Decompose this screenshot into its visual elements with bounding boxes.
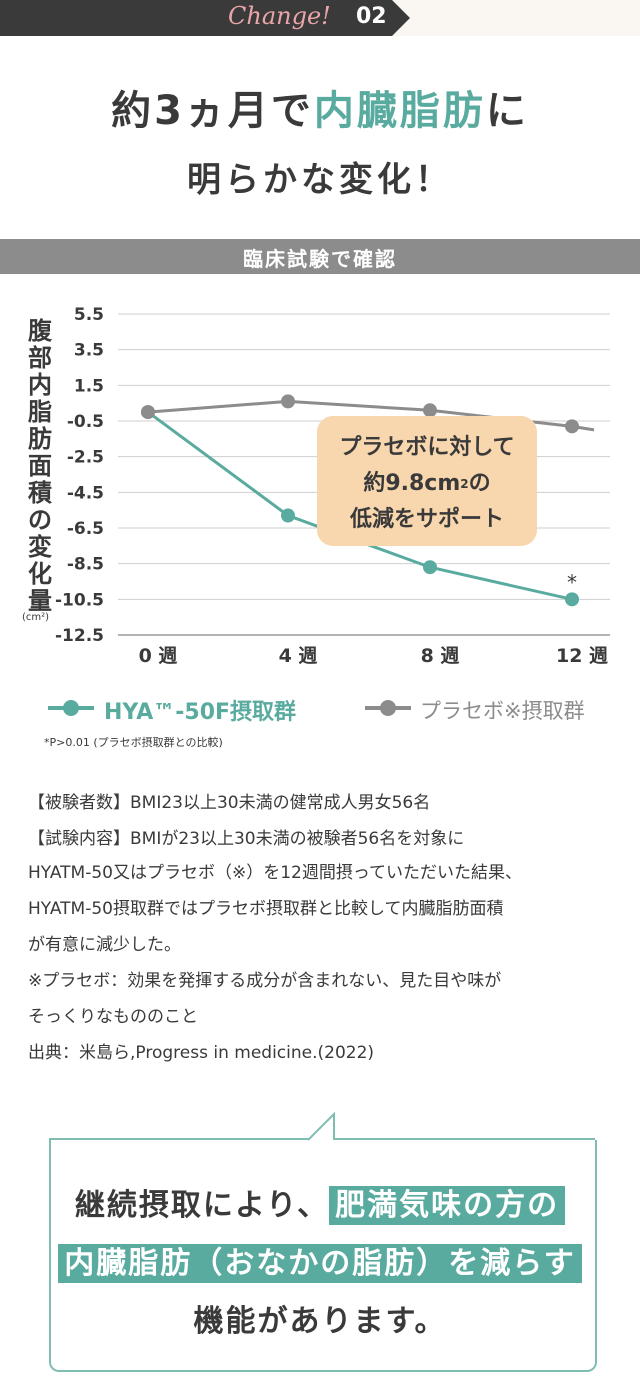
paragraph-line: ※プラセボ：効果を発揮する成分が含まれない、見た目や味が: [28, 971, 502, 991]
y-axis-label: 腹部内脂肪面積の変化量: [26, 318, 54, 615]
paragraph-line: HYATM-50又はプラセボ（※）を12週間摂っていただいた結果、: [28, 863, 523, 883]
x-tick-label: 0 週: [139, 645, 178, 667]
data-point-hya: [565, 592, 579, 607]
paragraph-line: HYATM-50摂取群ではプラセボ摂取群と比較して内臓脂肪面積: [28, 899, 504, 919]
callout-line3: 低減をサポート: [349, 507, 504, 532]
summary-highlight: 内臓脂肪（おなかの脂肪）を減らす: [58, 1244, 582, 1283]
y-axis-label-char: 量: [28, 587, 52, 615]
y-tick-label: -6.5: [67, 519, 104, 539]
paragraph-line: 出典：米島ら,Progress in medicine.(2022): [28, 1043, 375, 1063]
y-axis-label-char: の: [28, 506, 52, 534]
banner-number: 02: [356, 4, 387, 29]
summary-text: 継続摂取により、: [74, 1188, 330, 1223]
data-point-hya: [281, 508, 295, 523]
headline-highlight: 内臓脂肪: [313, 88, 486, 134]
y-tick-label: 1.5: [74, 376, 104, 396]
y-tick-label: -8.5: [67, 555, 104, 575]
paragraph-line: 【被験者数】BMI23以上30未満の健常成人男女56名: [28, 793, 431, 813]
data-point-placebo: [141, 405, 155, 420]
summary-box-top-right: [334, 1138, 595, 1140]
legend-placebo-label: プラセボ※摂取群: [420, 699, 585, 723]
x-tick-label: 8 週: [421, 645, 460, 667]
callout-box: [317, 416, 537, 546]
y-axis-label-char: 脂: [28, 398, 52, 426]
summary-line2: 内臓脂肪（おなかの脂肪）を減らす: [0, 1238, 640, 1283]
y-axis-label-char: 面: [28, 452, 52, 480]
summary-box: [49, 1140, 597, 1372]
paragraph-line: が有意に減少した。: [28, 935, 181, 955]
callout-value: 約9.8cm: [363, 471, 461, 496]
y-axis-unit: (cm²): [22, 612, 50, 623]
data-point-hya: [423, 560, 437, 575]
paragraph-line: 【試験内容】BMIが23以上30未満の被験者56名を対象に: [28, 829, 465, 849]
data-point-placebo: [565, 419, 579, 434]
significance-asterisk: *: [567, 570, 577, 594]
x-tick-label: 4 週: [279, 645, 318, 667]
y-tick-label: -2.5: [67, 448, 104, 468]
callout-superscript: 2: [460, 477, 469, 491]
callout-text: プラセボに対して 約9.8cm2の 低減をサポート: [317, 430, 537, 538]
x-tick-label: 12 週: [556, 645, 608, 667]
y-tick-label: -12.5: [55, 626, 104, 646]
headline-part: に: [485, 88, 529, 134]
callout-particle: の: [468, 471, 491, 496]
y-axis-label-char: 変: [28, 533, 52, 561]
paragraph-line: そっくりなもののこと: [28, 1007, 198, 1027]
y-tick-label: -10.5: [55, 590, 104, 610]
significance-note: *P>0.01 (プラセボ摂取群との比較): [44, 736, 223, 749]
data-point-placebo: [423, 403, 437, 418]
banner-change-label: Change!: [228, 2, 331, 30]
headline-line1: 約3ヵ月で内臓脂肪に: [0, 78, 640, 136]
clinical-bar: [0, 239, 640, 274]
legend-placebo-marker: [380, 700, 396, 716]
y-axis-label-char: 化: [28, 560, 52, 588]
legend-hya-marker: [63, 700, 79, 716]
y-tick-label: 3.5: [74, 341, 104, 361]
data-point-placebo: [281, 394, 295, 409]
banner-tab: [0, 0, 410, 36]
y-axis-label-char: 部: [28, 344, 52, 372]
callout-line2: 約9.8cm2の: [317, 466, 537, 502]
headline-line2: 明らかな変化！: [187, 160, 453, 200]
callout-line1: プラセボに対して: [339, 435, 515, 460]
y-axis-label-char: 積: [28, 479, 52, 507]
summary-line1: 継続摂取により、 肥満気味の方の: [0, 1180, 640, 1225]
y-tick-label: -4.5: [67, 483, 104, 503]
summary-line3: 機能があります。: [193, 1304, 447, 1339]
y-axis-label-char: 肪: [28, 425, 52, 453]
y-tick-label: -0.5: [67, 412, 104, 432]
summary-box-top-left: [49, 1138, 311, 1140]
y-axis-label-char: 腹: [28, 317, 52, 345]
speech-notch: [308, 1112, 335, 1141]
y-axis-label-char: 内: [28, 371, 52, 399]
headline-part: 約3ヵ月で: [111, 88, 314, 134]
legend-hya-label: HYA™-50F摂取群: [104, 700, 297, 725]
y-tick-label: 5.5: [74, 305, 104, 325]
summary-highlight: 肥満気味の方の: [329, 1186, 566, 1225]
clinical-bar-label: 臨床試験で確認: [243, 247, 397, 271]
